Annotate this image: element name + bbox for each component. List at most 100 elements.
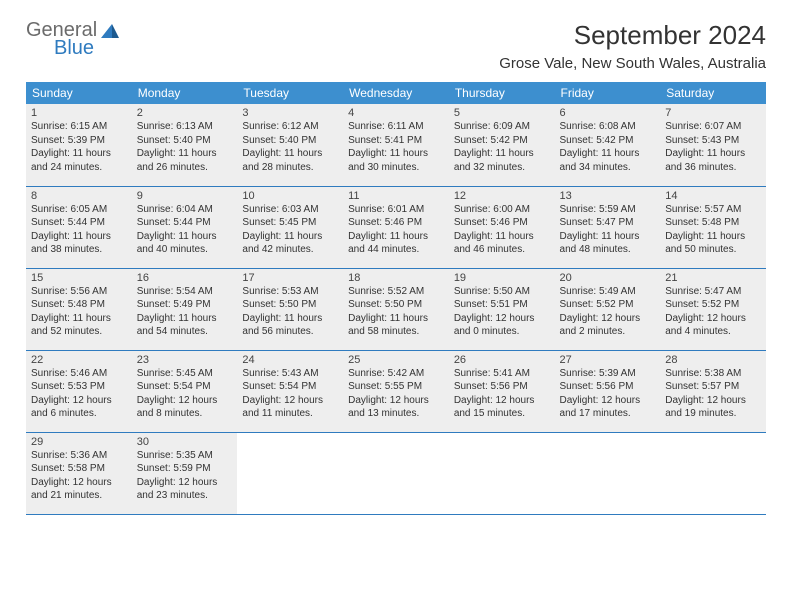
day-number: 25 (348, 354, 444, 366)
daylight-text: Daylight: 11 hours and 34 minutes. (560, 147, 656, 174)
day-info: Sunrise: 6:08 AMSunset: 5:42 PMDaylight:… (560, 120, 656, 174)
day-info: Sunrise: 5:59 AMSunset: 5:47 PMDaylight:… (560, 203, 656, 257)
day-number: 21 (665, 272, 761, 284)
day-number: 22 (31, 354, 127, 366)
day-number: 9 (137, 190, 233, 202)
sunset-text: Sunset: 5:44 PM (137, 216, 233, 230)
sunrise-text: Sunrise: 5:43 AM (242, 367, 338, 381)
calendar-day-cell: 27Sunrise: 5:39 AMSunset: 5:56 PMDayligh… (555, 350, 661, 432)
day-info: Sunrise: 5:54 AMSunset: 5:49 PMDaylight:… (137, 285, 233, 339)
month-title: September 2024 (499, 20, 766, 51)
logo-text: General Blue (26, 20, 97, 58)
calendar-week-row: 29Sunrise: 5:36 AMSunset: 5:58 PMDayligh… (26, 432, 766, 514)
day-info: Sunrise: 5:57 AMSunset: 5:48 PMDaylight:… (665, 203, 761, 257)
calendar-day-cell: 10Sunrise: 6:03 AMSunset: 5:45 PMDayligh… (237, 186, 343, 268)
calendar-day-cell: 8Sunrise: 6:05 AMSunset: 5:44 PMDaylight… (26, 186, 132, 268)
calendar-day-cell: 22Sunrise: 5:46 AMSunset: 5:53 PMDayligh… (26, 350, 132, 432)
calendar-day-cell: 30Sunrise: 5:35 AMSunset: 5:59 PMDayligh… (132, 432, 238, 514)
day-number: 14 (665, 190, 761, 202)
weekday-header: Wednesday (343, 82, 449, 104)
daylight-text: Daylight: 12 hours and 17 minutes. (560, 394, 656, 421)
day-number: 24 (242, 354, 338, 366)
sunrise-text: Sunrise: 5:38 AM (665, 367, 761, 381)
sunrise-text: Sunrise: 6:01 AM (348, 203, 444, 217)
calendar-day-cell: 24Sunrise: 5:43 AMSunset: 5:54 PMDayligh… (237, 350, 343, 432)
calendar-empty-cell (660, 432, 766, 514)
weekday-header: Monday (132, 82, 238, 104)
calendar-week-row: 22Sunrise: 5:46 AMSunset: 5:53 PMDayligh… (26, 350, 766, 432)
day-info: Sunrise: 5:50 AMSunset: 5:51 PMDaylight:… (454, 285, 550, 339)
calendar-empty-cell (449, 432, 555, 514)
day-info: Sunrise: 5:47 AMSunset: 5:52 PMDaylight:… (665, 285, 761, 339)
day-number: 11 (348, 190, 444, 202)
sunset-text: Sunset: 5:42 PM (560, 134, 656, 148)
day-number: 3 (242, 107, 338, 119)
day-info: Sunrise: 6:07 AMSunset: 5:43 PMDaylight:… (665, 120, 761, 174)
day-number: 26 (454, 354, 550, 366)
sunset-text: Sunset: 5:48 PM (665, 216, 761, 230)
sunset-text: Sunset: 5:54 PM (242, 380, 338, 394)
sunset-text: Sunset: 5:43 PM (665, 134, 761, 148)
day-info: Sunrise: 5:41 AMSunset: 5:56 PMDaylight:… (454, 367, 550, 421)
calendar-day-cell: 13Sunrise: 5:59 AMSunset: 5:47 PMDayligh… (555, 186, 661, 268)
sunrise-text: Sunrise: 5:36 AM (31, 449, 127, 463)
logo-word-blue: Blue (54, 38, 97, 58)
day-number: 29 (31, 436, 127, 448)
day-info: Sunrise: 6:09 AMSunset: 5:42 PMDaylight:… (454, 120, 550, 174)
daylight-text: Daylight: 11 hours and 36 minutes. (665, 147, 761, 174)
calendar-day-cell: 23Sunrise: 5:45 AMSunset: 5:54 PMDayligh… (132, 350, 238, 432)
daylight-text: Daylight: 12 hours and 11 minutes. (242, 394, 338, 421)
sunset-text: Sunset: 5:41 PM (348, 134, 444, 148)
day-info: Sunrise: 6:12 AMSunset: 5:40 PMDaylight:… (242, 120, 338, 174)
day-number: 5 (454, 107, 550, 119)
weekday-header: Friday (555, 82, 661, 104)
day-number: 27 (560, 354, 656, 366)
sunset-text: Sunset: 5:56 PM (454, 380, 550, 394)
day-number: 13 (560, 190, 656, 202)
day-number: 7 (665, 107, 761, 119)
daylight-text: Daylight: 12 hours and 4 minutes. (665, 312, 761, 339)
daylight-text: Daylight: 11 hours and 44 minutes. (348, 230, 444, 257)
sunset-text: Sunset: 5:40 PM (242, 134, 338, 148)
sunrise-text: Sunrise: 6:13 AM (137, 120, 233, 134)
day-info: Sunrise: 5:53 AMSunset: 5:50 PMDaylight:… (242, 285, 338, 339)
sunset-text: Sunset: 5:54 PM (137, 380, 233, 394)
calendar-day-cell: 16Sunrise: 5:54 AMSunset: 5:49 PMDayligh… (132, 268, 238, 350)
day-info: Sunrise: 6:11 AMSunset: 5:41 PMDaylight:… (348, 120, 444, 174)
calendar-day-cell: 5Sunrise: 6:09 AMSunset: 5:42 PMDaylight… (449, 104, 555, 186)
sunrise-text: Sunrise: 5:52 AM (348, 285, 444, 299)
sunrise-text: Sunrise: 6:03 AM (242, 203, 338, 217)
day-info: Sunrise: 6:13 AMSunset: 5:40 PMDaylight:… (137, 120, 233, 174)
sunrise-text: Sunrise: 5:41 AM (454, 367, 550, 381)
day-number: 30 (137, 436, 233, 448)
sunset-text: Sunset: 5:48 PM (31, 298, 127, 312)
calendar-day-cell: 9Sunrise: 6:04 AMSunset: 5:44 PMDaylight… (132, 186, 238, 268)
sunset-text: Sunset: 5:39 PM (31, 134, 127, 148)
day-number: 1 (31, 107, 127, 119)
daylight-text: Daylight: 12 hours and 19 minutes. (665, 394, 761, 421)
weekday-header: Tuesday (237, 82, 343, 104)
day-info: Sunrise: 5:43 AMSunset: 5:54 PMDaylight:… (242, 367, 338, 421)
calendar-table: SundayMondayTuesdayWednesdayThursdayFrid… (26, 82, 766, 515)
calendar-week-row: 1Sunrise: 6:15 AMSunset: 5:39 PMDaylight… (26, 104, 766, 186)
daylight-text: Daylight: 12 hours and 2 minutes. (560, 312, 656, 339)
calendar-day-cell: 4Sunrise: 6:11 AMSunset: 5:41 PMDaylight… (343, 104, 449, 186)
calendar-body: 1Sunrise: 6:15 AMSunset: 5:39 PMDaylight… (26, 104, 766, 514)
sunrise-text: Sunrise: 6:00 AM (454, 203, 550, 217)
day-number: 8 (31, 190, 127, 202)
day-info: Sunrise: 5:42 AMSunset: 5:55 PMDaylight:… (348, 367, 444, 421)
location-text: Grose Vale, New South Wales, Australia (499, 55, 766, 72)
daylight-text: Daylight: 11 hours and 28 minutes. (242, 147, 338, 174)
sunrise-text: Sunrise: 5:39 AM (560, 367, 656, 381)
calendar-day-cell: 26Sunrise: 5:41 AMSunset: 5:56 PMDayligh… (449, 350, 555, 432)
weekday-header: Thursday (449, 82, 555, 104)
sunrise-text: Sunrise: 5:47 AM (665, 285, 761, 299)
day-number: 2 (137, 107, 233, 119)
day-info: Sunrise: 5:36 AMSunset: 5:58 PMDaylight:… (31, 449, 127, 503)
day-info: Sunrise: 5:38 AMSunset: 5:57 PMDaylight:… (665, 367, 761, 421)
calendar-empty-cell (555, 432, 661, 514)
daylight-text: Daylight: 11 hours and 26 minutes. (137, 147, 233, 174)
sunset-text: Sunset: 5:46 PM (348, 216, 444, 230)
sunrise-text: Sunrise: 5:54 AM (137, 285, 233, 299)
daylight-text: Daylight: 12 hours and 0 minutes. (454, 312, 550, 339)
